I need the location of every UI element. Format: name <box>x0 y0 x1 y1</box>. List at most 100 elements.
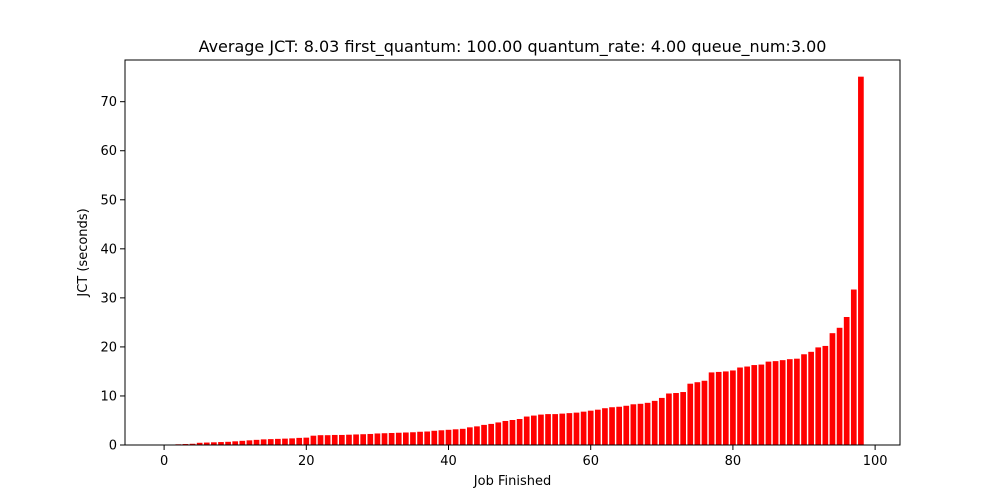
bar <box>630 404 637 445</box>
y-axis-ticks: 0 10 20 30 40 50 60 70 <box>100 95 125 454</box>
bar <box>282 438 288 445</box>
bar <box>744 366 750 445</box>
bar <box>481 424 487 445</box>
bar <box>509 419 516 445</box>
y-tick-label: 30 <box>100 291 117 306</box>
bar <box>538 414 544 445</box>
bar <box>317 435 324 445</box>
bar <box>708 372 715 445</box>
bar <box>580 411 587 445</box>
bar <box>566 413 573 445</box>
bar <box>388 432 395 445</box>
bar <box>680 392 686 445</box>
bar <box>324 435 331 445</box>
y-tick-label: 50 <box>100 193 117 208</box>
bar <box>829 333 836 445</box>
bar <box>715 371 722 445</box>
bar <box>203 442 210 445</box>
bar <box>850 289 857 445</box>
bar <box>666 393 672 445</box>
bar <box>275 438 281 445</box>
x-tick-label: 0 <box>160 454 168 469</box>
bar <box>737 367 743 445</box>
bar <box>609 407 615 445</box>
bar <box>644 402 651 445</box>
bar <box>367 433 374 445</box>
bar <box>616 406 622 445</box>
y-tick-label: 60 <box>100 144 117 159</box>
bar <box>445 429 452 445</box>
bar <box>701 380 708 445</box>
bar <box>815 347 822 445</box>
bar <box>211 442 217 445</box>
bar <box>722 371 729 445</box>
bar <box>488 423 495 445</box>
bar <box>530 415 537 445</box>
bar <box>758 364 765 445</box>
bar <box>623 405 630 445</box>
bar <box>189 443 196 445</box>
bar <box>289 438 295 445</box>
bar <box>552 414 559 445</box>
bar <box>637 403 644 445</box>
y-tick-label: 0 <box>109 439 117 454</box>
bar <box>836 327 843 445</box>
y-tick-label: 40 <box>100 242 117 257</box>
bar <box>239 440 246 445</box>
bar <box>651 400 658 445</box>
bar <box>587 410 594 445</box>
bar <box>822 345 829 445</box>
bar <box>594 409 601 445</box>
bar <box>687 383 694 445</box>
bar <box>523 416 530 445</box>
bars <box>161 76 864 445</box>
bar <box>438 430 445 445</box>
bar <box>431 430 438 445</box>
bar <box>303 437 310 445</box>
bar <box>353 434 359 445</box>
bar <box>346 434 352 445</box>
bar <box>602 408 608 445</box>
x-tick-label: 60 <box>582 454 599 469</box>
bar <box>296 437 303 445</box>
bar <box>573 412 580 445</box>
y-tick-label: 10 <box>100 389 117 404</box>
bar <box>246 440 253 445</box>
x-tick-label: 20 <box>298 454 315 469</box>
plot-area-frame <box>124 59 901 446</box>
y-axis-label: JCT (seconds) <box>76 208 91 297</box>
bar <box>694 382 701 445</box>
x-tick-label: 40 <box>440 454 457 469</box>
bar <box>424 431 431 445</box>
bar <box>253 439 260 445</box>
bar <box>545 414 551 445</box>
bar <box>395 432 402 445</box>
bar <box>779 360 786 445</box>
bar <box>381 433 388 445</box>
bar <box>417 431 423 445</box>
x-tick-label: 80 <box>725 454 742 469</box>
x-axis-ticks: 0 20 40 60 80 100 <box>160 445 888 469</box>
bar <box>232 441 239 445</box>
bar <box>495 422 502 445</box>
bar <box>267 439 274 445</box>
bar <box>516 419 523 445</box>
bar <box>858 76 864 445</box>
bar <box>452 429 459 445</box>
bar <box>730 370 736 445</box>
bar <box>808 351 814 445</box>
bar <box>658 397 665 445</box>
bar <box>218 442 224 445</box>
bar <box>225 441 231 445</box>
bar <box>765 361 772 445</box>
bar <box>772 361 779 445</box>
bar <box>410 432 416 445</box>
y-tick-label: 20 <box>100 340 117 355</box>
x-axis-label: Job Finished <box>473 474 551 489</box>
bar <box>310 435 317 445</box>
bar <box>339 434 345 445</box>
y-tick-label: 70 <box>100 95 117 110</box>
bar <box>843 316 850 445</box>
bar <box>751 365 758 445</box>
